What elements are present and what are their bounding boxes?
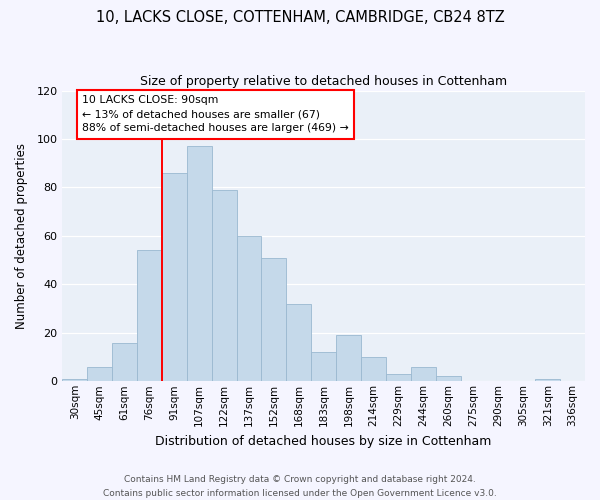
Title: Size of property relative to detached houses in Cottenham: Size of property relative to detached ho… bbox=[140, 75, 507, 88]
Bar bbox=[361, 357, 386, 382]
Bar bbox=[386, 374, 411, 382]
Bar bbox=[162, 173, 187, 382]
Bar bbox=[286, 304, 311, 382]
Text: 10, LACKS CLOSE, COTTENHAM, CAMBRIDGE, CB24 8TZ: 10, LACKS CLOSE, COTTENHAM, CAMBRIDGE, C… bbox=[95, 10, 505, 25]
Bar bbox=[336, 335, 361, 382]
Bar bbox=[436, 376, 461, 382]
Text: Contains HM Land Registry data © Crown copyright and database right 2024.
Contai: Contains HM Land Registry data © Crown c… bbox=[103, 476, 497, 498]
Bar bbox=[112, 342, 137, 382]
Y-axis label: Number of detached properties: Number of detached properties bbox=[15, 143, 28, 329]
Bar bbox=[411, 366, 436, 382]
Bar bbox=[212, 190, 236, 382]
Bar bbox=[187, 146, 212, 382]
Bar bbox=[87, 366, 112, 382]
X-axis label: Distribution of detached houses by size in Cottenham: Distribution of detached houses by size … bbox=[155, 434, 492, 448]
Bar bbox=[311, 352, 336, 382]
Bar bbox=[262, 258, 286, 382]
Bar bbox=[535, 379, 560, 382]
Bar bbox=[137, 250, 162, 382]
Bar bbox=[62, 379, 87, 382]
Text: 10 LACKS CLOSE: 90sqm
← 13% of detached houses are smaller (67)
88% of semi-deta: 10 LACKS CLOSE: 90sqm ← 13% of detached … bbox=[82, 96, 349, 134]
Bar bbox=[236, 236, 262, 382]
